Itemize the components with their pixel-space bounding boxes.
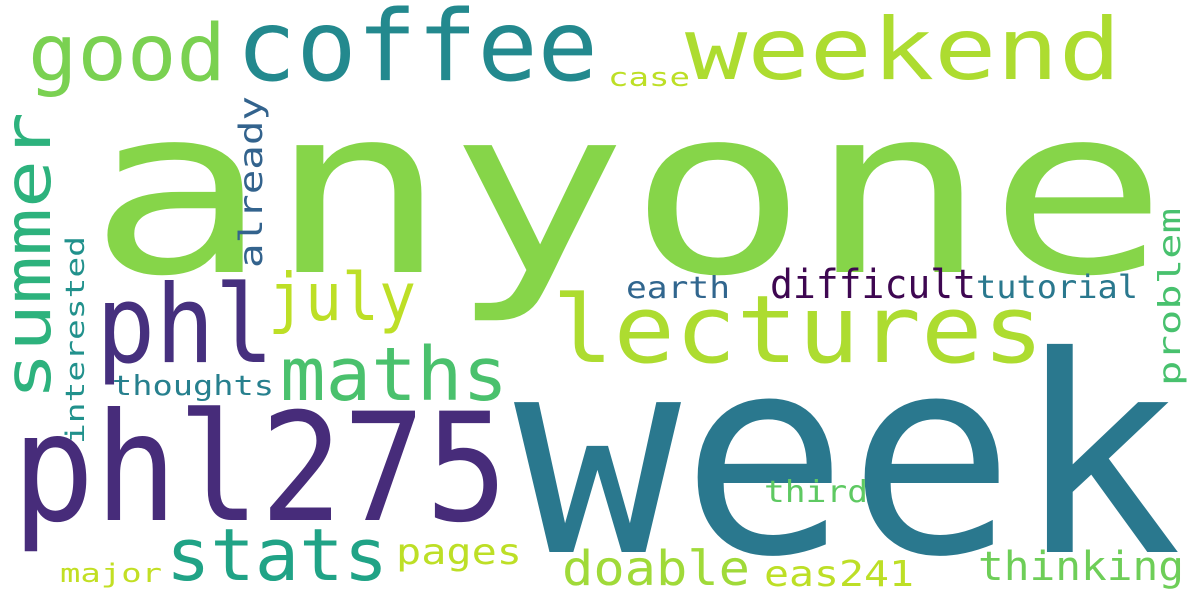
- word-summer: summer: [0, 112, 66, 400]
- word-earth: earth: [626, 271, 730, 306]
- word-thoughts: thoughts: [112, 369, 274, 402]
- word-coffee: coffee: [236, 0, 598, 104]
- word-pages: pages: [396, 532, 522, 573]
- word-doable: doable: [562, 541, 750, 597]
- word-anyone: anyone: [88, 57, 1168, 327]
- word-phl275: phl275: [12, 382, 508, 556]
- word-lectures: lectures: [552, 276, 1044, 385]
- word-july: july: [268, 259, 416, 336]
- word-weekend: weekend: [685, 0, 1121, 100]
- word-week: week: [514, 298, 1182, 600]
- word-good: good: [28, 9, 226, 99]
- word-already: already: [232, 96, 270, 268]
- word-phl: phl: [96, 263, 274, 388]
- word-major: major: [60, 559, 162, 589]
- word-third: third: [764, 475, 868, 510]
- word-eas241: eas241: [764, 554, 914, 595]
- word-tutorial: tutorial: [976, 268, 1138, 306]
- word-interested: interested: [61, 236, 91, 444]
- word-stats: stats: [166, 513, 388, 597]
- word-difficult: difficult: [770, 262, 976, 308]
- word-case: case: [608, 63, 690, 93]
- word-problem: problem: [1153, 208, 1188, 386]
- word-thinking: thinking: [978, 544, 1184, 590]
- word-maths: maths: [280, 332, 508, 418]
